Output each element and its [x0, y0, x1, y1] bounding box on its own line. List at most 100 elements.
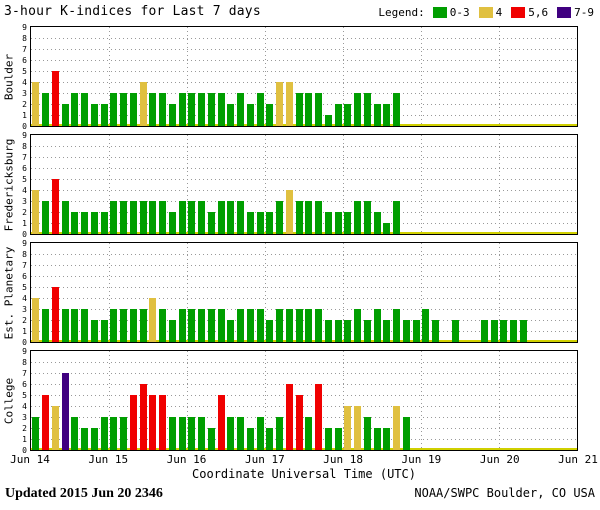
k-index-bar [373, 309, 381, 342]
k-index-bar [217, 309, 225, 342]
k-index-bar [149, 395, 157, 450]
zero-baseline [31, 232, 577, 234]
k-index-bar [305, 201, 313, 234]
grid-line-vertical [343, 135, 344, 234]
k-index-bar [198, 417, 206, 450]
grid-line-vertical [343, 243, 344, 342]
y-tick-label: 9 [22, 238, 27, 248]
grid-line-horizontal [31, 428, 577, 429]
k-index-bar [344, 104, 352, 126]
k-index-bar [393, 93, 401, 126]
y-tick-label: 1 [22, 218, 27, 228]
y-tick-label: 1 [22, 110, 27, 120]
k-index-bar [480, 320, 488, 342]
k-index-bar [61, 373, 69, 450]
updated-label: Updated [5, 486, 57, 501]
k-index-bar [90, 320, 98, 342]
x-tick-label: Jun 20 [479, 453, 520, 466]
k-index-bar [120, 309, 128, 342]
k-index-bar [422, 309, 430, 342]
k-index-bar [32, 190, 40, 234]
grid-line-horizontal [31, 38, 577, 39]
panel-fredericksburg: Fredericksburg 0 1 2 3 4 5 6 7 8 9 [0, 130, 600, 239]
grid-line-vertical [343, 27, 344, 126]
k-index-bar [305, 309, 313, 342]
legend-item-label: 5,6 [528, 6, 549, 19]
grid-line-horizontal [31, 416, 577, 418]
k-index-bar [285, 82, 293, 126]
grid-line-horizontal [31, 383, 577, 385]
k-index-bar [168, 104, 176, 126]
k-index-bar [237, 93, 245, 126]
k-index-bar [178, 201, 186, 234]
k-index-bar [354, 201, 362, 234]
k-index-bar [373, 428, 381, 450]
legend-swatch-icon [478, 7, 493, 18]
k-index-bar [32, 417, 40, 450]
k-index-bar [363, 417, 371, 450]
legend-swatch-icon [557, 7, 572, 18]
grid-line-vertical [421, 351, 422, 450]
k-index-bar [227, 201, 235, 234]
x-tick-label: Jun 14 [10, 453, 50, 466]
k-index-bar [266, 320, 274, 342]
k-index-bar [217, 201, 225, 234]
k-index-bar [393, 201, 401, 234]
y-tick-label: 0 [22, 121, 27, 131]
panel-college: College 0 1 2 3 4 5 6 7 8 9 [0, 347, 600, 455]
footer: Updated 2015 Jun 20 2346 NOAA/SWPC Bould… [0, 486, 600, 502]
k-index-bar [324, 320, 332, 342]
k-index-bar [324, 115, 332, 126]
y-tick-label: 2 [22, 207, 27, 217]
updated-value: 2015 Jun 20 2346 [59, 486, 163, 501]
k-index-bar [246, 428, 254, 450]
y-tick-label: 7 [22, 44, 27, 54]
k-index-bar [51, 287, 59, 342]
grid-line-horizontal [31, 406, 577, 407]
k-index-bar [295, 93, 303, 126]
y-tick-label: 7 [22, 368, 27, 378]
grid-line-vertical [499, 243, 500, 342]
k-index-bar [237, 309, 245, 342]
grid-line-horizontal [31, 373, 577, 374]
k-index-bar [246, 309, 254, 342]
k-index-bar [129, 201, 137, 234]
y-tick-label: 0 [22, 445, 27, 455]
k-index-bar [71, 93, 79, 126]
k-index-bar [334, 428, 342, 450]
k-index-bar [276, 82, 284, 126]
grid-line-horizontal [31, 439, 577, 440]
k-index-bar [256, 93, 264, 126]
k-index-bar [159, 309, 167, 342]
k-index-bar [432, 320, 440, 342]
k-index-bar [42, 93, 50, 126]
k-index-bar [344, 212, 352, 234]
y-tick-label: 9 [22, 130, 27, 140]
y-tick-label: 2 [22, 423, 27, 433]
k-index-bar [354, 309, 362, 342]
x-tick-label: Jun 18 [323, 453, 364, 466]
legend-item: 0-3 [432, 6, 470, 19]
k-index-bar [217, 93, 225, 126]
y-tick-label: 8 [22, 141, 27, 151]
zero-baseline [31, 448, 577, 450]
k-index-bar [100, 320, 108, 342]
k-index-bar [237, 201, 245, 234]
chart-title: 3-hour K-indices for Last 7 days [4, 4, 261, 19]
grid-line-horizontal [31, 223, 577, 224]
y-tick-label: 8 [22, 249, 27, 259]
plot-area [30, 350, 578, 451]
grid-line-vertical [187, 243, 188, 342]
y-tick-label: 4 [22, 77, 27, 87]
panel-boulder: Boulder 0 1 2 3 4 5 6 7 8 9 [0, 23, 600, 131]
k-index-bar [285, 309, 293, 342]
x-tick-label: Jun 15 [88, 453, 129, 466]
x-axis: Jun 14 Jun 15 Jun 16 Jun 17 Jun 18 Jun 19 Jun … [0, 453, 600, 466]
y-tick-label: 6 [22, 55, 27, 65]
k-index-bar [246, 212, 254, 234]
k-index-bar [256, 309, 264, 342]
k-index-bar [198, 93, 206, 126]
k-index-bar [149, 93, 157, 126]
x-tick-label: Jun 17 [244, 453, 285, 466]
